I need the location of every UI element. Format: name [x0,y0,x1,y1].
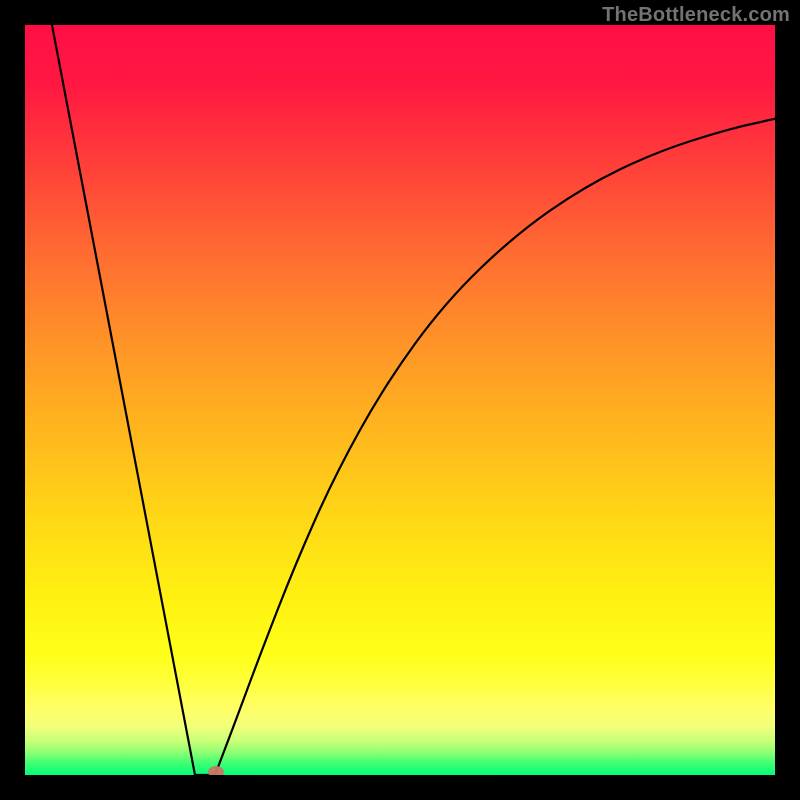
watermark-text: TheBottleneck.com [602,4,790,27]
bottleneck-curve-plot [25,25,775,775]
bottleneck-curve [52,25,775,775]
chart-area [25,25,775,775]
optimal-point-marker [208,766,224,775]
